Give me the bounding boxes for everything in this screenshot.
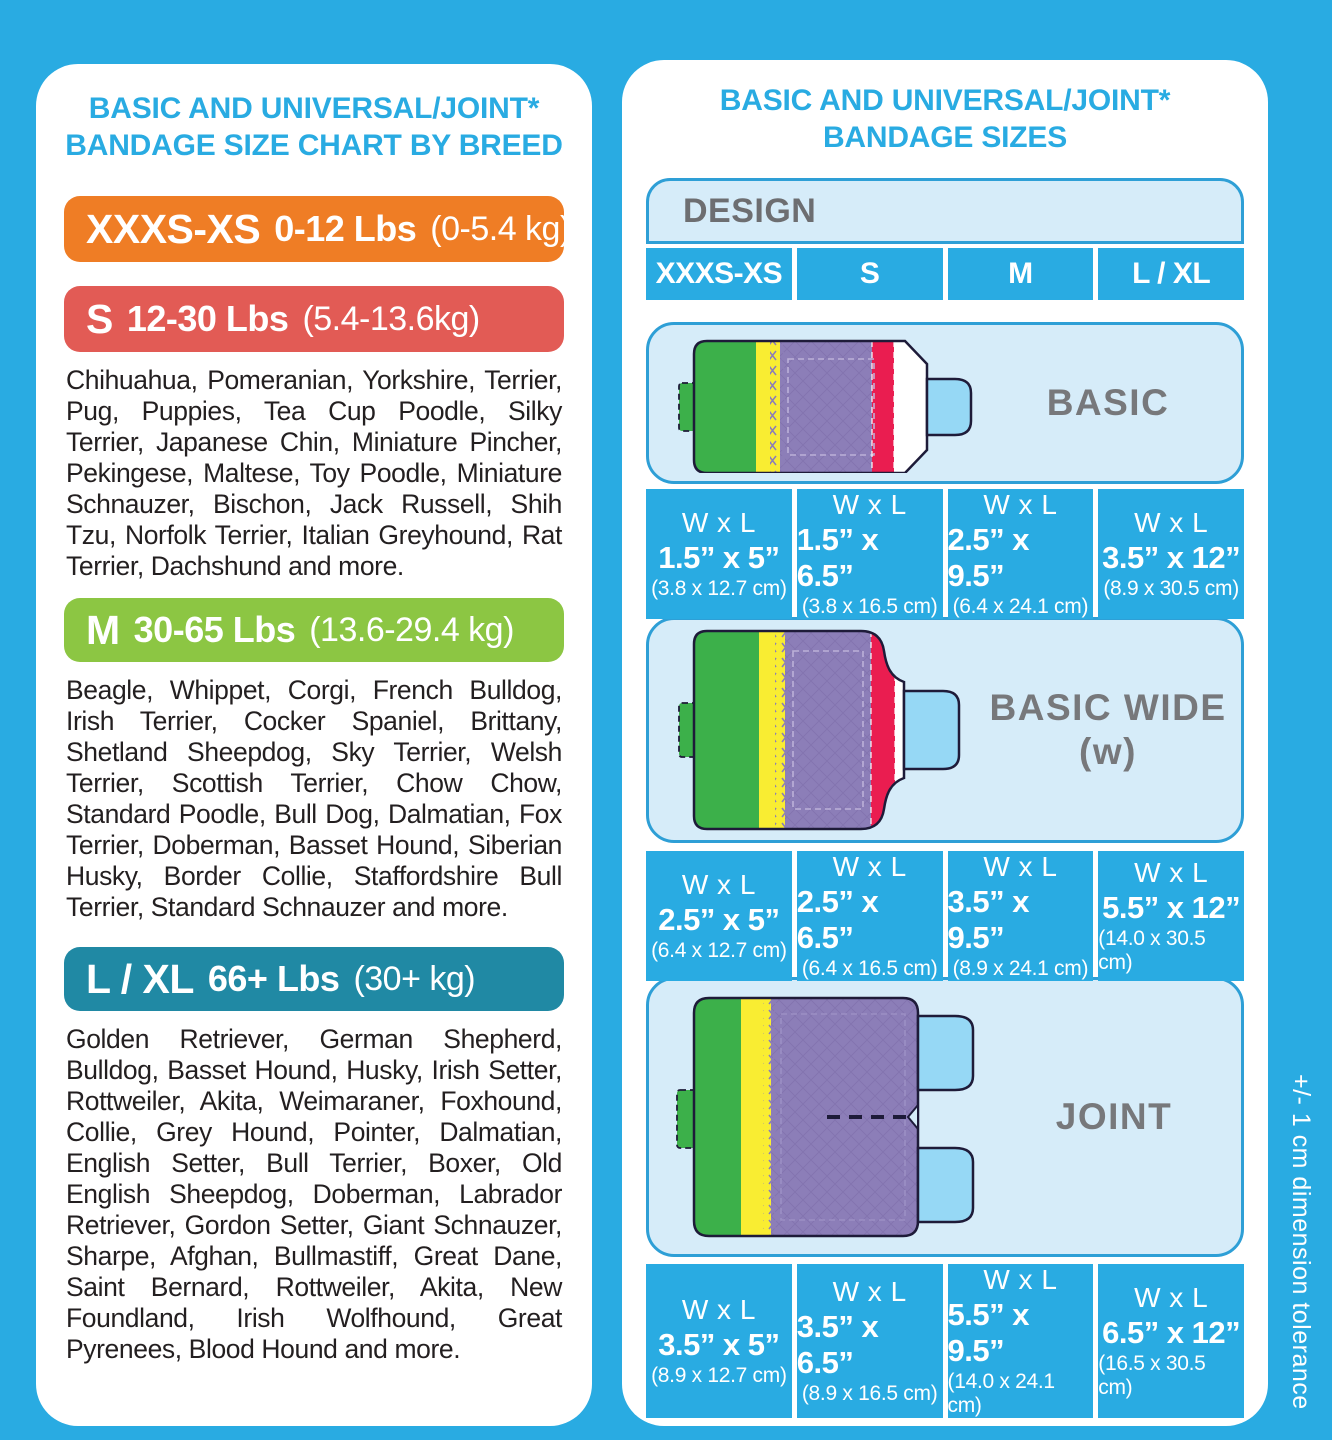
size-row-basic: W x L 1.5” x 5” (3.8 x 12.7 cm) W x L 1.… <box>646 489 1244 619</box>
product-label-joint: JOINT <box>1055 1096 1173 1137</box>
size-bar-xxxs-xs-label: XXXS-XS <box>86 205 261 252</box>
size-bar-l-xl: L / XL 66+ Lbs (30+ kg) <box>64 947 564 1011</box>
sizes-panel: BASIC AND UNIVERSAL/JOINT* BANDAGE SIZES… <box>622 60 1268 1426</box>
size-cell-basic-m: W x L 2.5” x 9.5” (6.4 x 24.1 cm) <box>947 489 1094 619</box>
size-cell-basic-l-xl: W x L 3.5” x 12” (8.9 x 30.5 cm) <box>1098 489 1244 619</box>
breeds-list-l-xl: Golden Retriever, German Shepherd, Bulld… <box>66 1024 562 1364</box>
breed-chart-title-line1: BASIC AND UNIVERSAL/JOINT* <box>88 92 540 125</box>
size-bar-l-xl-range: 66+ Lbs <box>207 958 340 999</box>
product-row-basic: BASIC <box>646 322 1244 484</box>
sizes-title-line2: BANDAGE SIZES <box>822 121 1068 154</box>
size-cell-wide-m: W x L 3.5” x 9.5” (8.9 x 24.1 cm) <box>947 851 1094 981</box>
size-bar-s: S 12-30 Lbs (5.4-13.6kg) <box>64 286 564 352</box>
column-header-l-xl: L / XL <box>1098 248 1244 300</box>
column-header-xxxs-xs: XXXS-XS <box>646 248 792 300</box>
size-bar-m-range: 30-65 Lbs <box>133 609 296 650</box>
size-cell-joint-l-xl: W x L 6.5” x 12” (16.5 x 30.5 cm) <box>1098 1264 1244 1418</box>
size-bar-xxxs-xs: XXXS-XS 0-12 Lbs (0-5.4 kg) <box>64 196 571 262</box>
sizes-title: BASIC AND UNIVERSAL/JOINT* BANDAGE SIZES <box>646 82 1244 156</box>
column-header-s: S <box>796 248 943 300</box>
size-bar-xxxs-xs-range: 0-12 Lbs <box>274 208 417 249</box>
design-header: DESIGN <box>646 178 1244 244</box>
size-bar-s-kg: (5.4-13.6kg) <box>302 299 480 338</box>
size-cell-joint-xxxs-xs: W x L 3.5” x 5” (8.9 x 12.7 cm) <box>646 1264 792 1418</box>
size-bar-xxxs-xs-kg: (0-5.4 kg) <box>430 209 571 248</box>
product-row-basic-wide: BASIC WIDE (w) <box>646 617 1244 843</box>
product-label-basic: BASIC <box>1046 382 1170 423</box>
basic-bandage-illustration <box>678 339 973 473</box>
breed-chart-title-line2: BANDAGE SIZE CHART BY BREED <box>65 129 563 162</box>
size-row-joint: W x L 3.5” x 5” (8.9 x 12.7 cm) W x L 3.… <box>646 1264 1244 1418</box>
size-cell-basic-xxxs-xs: W x L 1.5” x 5” (3.8 x 12.7 cm) <box>646 489 792 619</box>
breeds-list-m: Beagle, Whippet, Corgi, French Bulldog, … <box>66 675 562 922</box>
breed-chart-panel: BASIC AND UNIVERSAL/JOINT* BANDAGE SIZE … <box>36 64 592 1426</box>
sizes-title-line1: BASIC AND UNIVERSAL/JOINT* <box>719 84 1171 117</box>
size-bar-s-range: 12-30 Lbs <box>126 298 289 339</box>
design-header-label: DESIGN <box>683 191 817 230</box>
size-cell-wide-xxxs-xs: W x L 2.5” x 5” (6.4 x 12.7 cm) <box>646 851 792 981</box>
breeds-list-s: Chihuahua, Pomeranian, Yorkshire, Terrie… <box>66 365 562 581</box>
size-bar-l-xl-label: L / XL <box>86 955 194 1002</box>
product-label-basic-wide: BASIC WIDE (w) <box>989 687 1227 772</box>
size-row-basic-wide: W x L 2.5” x 5” (6.4 x 12.7 cm) W x L 2.… <box>646 851 1244 981</box>
size-cell-joint-m: W x L 5.5” x 9.5” (14.0 x 24.1 cm) <box>947 1264 1094 1418</box>
product-row-joint: JOINT <box>646 977 1244 1257</box>
size-cell-wide-l-xl: W x L 5.5” x 12” (14.0 x 30.5 cm) <box>1098 851 1244 981</box>
column-header-m: M <box>947 248 1094 300</box>
size-bar-m: M 30-65 Lbs (13.6-29.4 kg) <box>64 598 564 662</box>
size-bar-l-xl-kg: (30+ kg) <box>353 959 476 998</box>
basic-wide-bandage-illustration <box>678 629 961 831</box>
size-column-headers: XXXS-XS S M L / XL <box>646 248 1244 300</box>
dimension-tolerance-note: +/- 1 cm dimension tolerance <box>1287 1074 1315 1410</box>
size-cell-wide-s: W x L 2.5” x 6.5” (6.4 x 16.5 cm) <box>796 851 943 981</box>
joint-bandage-illustration <box>676 996 975 1238</box>
breed-chart-title: BASIC AND UNIVERSAL/JOINT* BANDAGE SIZE … <box>64 90 564 164</box>
size-bar-s-label: S <box>86 295 113 342</box>
size-bar-m-kg: (13.6-29.4 kg) <box>309 610 514 649</box>
size-bar-m-label: M <box>86 606 120 653</box>
size-cell-basic-s: W x L 1.5” x 6.5” (3.8 x 16.5 cm) <box>796 489 943 619</box>
size-cell-joint-s: W x L 3.5” x 6.5” (8.9 x 16.5 cm) <box>796 1264 943 1418</box>
